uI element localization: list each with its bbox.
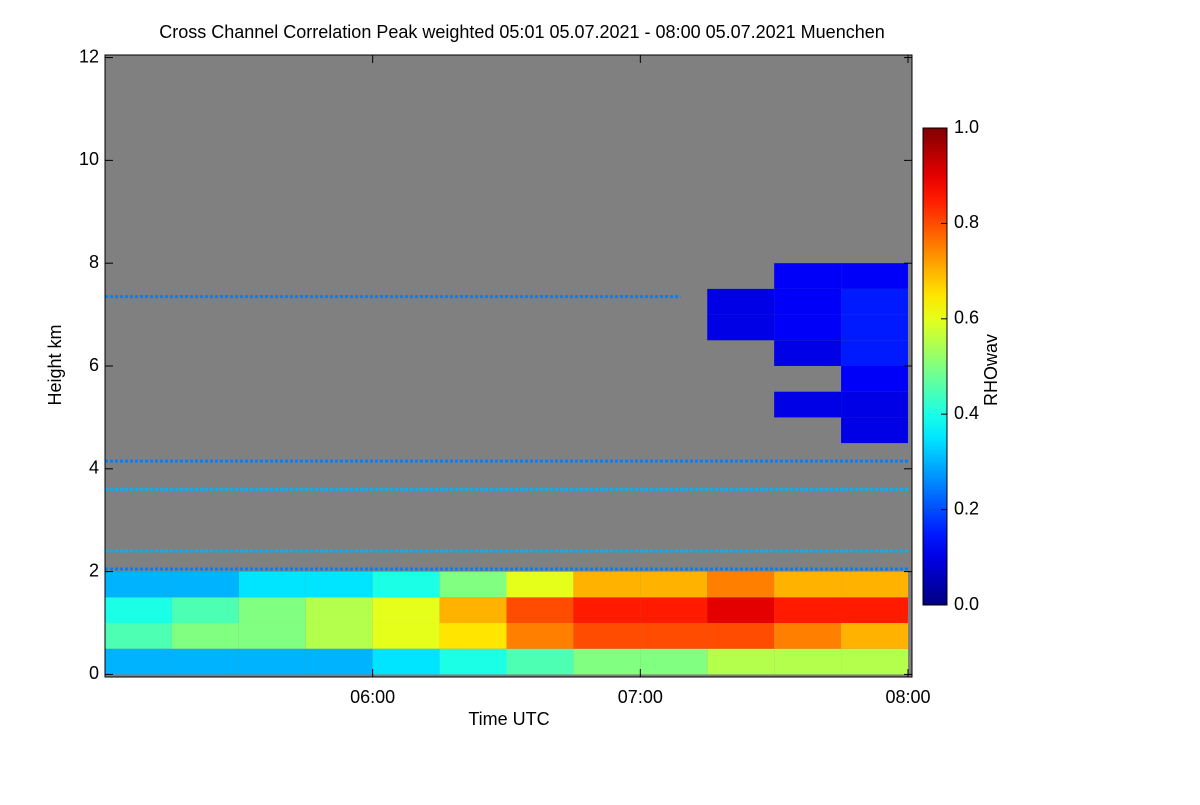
- heatmap-cell: [841, 288, 908, 315]
- heatmap-cell: [573, 623, 641, 649]
- colorbar-tick-label: 0.8: [954, 212, 979, 232]
- heatmap-cell: [841, 648, 908, 675]
- colorbar-tick-label: 0.4: [954, 403, 979, 423]
- heatmap-cell: [573, 597, 641, 624]
- heatmap-cell: [841, 263, 908, 289]
- colorbar-tick-label: 1.0: [954, 117, 979, 137]
- heatmap-cell: [841, 571, 908, 598]
- colorbar-label: RHOwav: [981, 334, 1001, 406]
- heatmap-cell: [573, 571, 641, 598]
- heatmap-cell: [171, 571, 239, 598]
- heatmap-cell: [506, 597, 574, 624]
- heatmap-cell: [774, 288, 842, 315]
- heatmap-cell: [774, 340, 842, 366]
- heatmap-cell: [439, 597, 507, 624]
- colorbar: [922, 127, 948, 606]
- y-tick-label: 4: [89, 458, 99, 478]
- heatmap-cell: [506, 623, 574, 649]
- colorbar-tick-label: 0.2: [954, 498, 979, 518]
- x-tick-label: 07:00: [618, 687, 663, 707]
- heatmap-cell: [707, 623, 775, 649]
- x-axis-label: Time UTC: [468, 709, 549, 729]
- heatmap-cell: [506, 571, 574, 598]
- heatmap-cell: [774, 263, 842, 289]
- heatmap-cell: [640, 571, 708, 598]
- heatmap-cell: [305, 597, 373, 624]
- heatmap-cell: [707, 648, 775, 675]
- heatmap-cell: [841, 623, 908, 649]
- heatmap-cell: [841, 314, 908, 341]
- heatmap-cell: [506, 648, 574, 675]
- heatmap-cell: [573, 648, 641, 675]
- heatmap-cell: [238, 571, 306, 598]
- heatmap-cell: [305, 623, 373, 649]
- heatmap-cell: [372, 597, 440, 624]
- heatmap-cell: [707, 314, 775, 341]
- x-tick-label: 06:00: [350, 687, 395, 707]
- heatmap-cell: [439, 571, 507, 598]
- y-tick-label: 2: [89, 560, 99, 580]
- colorbar-tick-label: 0.0: [954, 594, 979, 614]
- y-axis-label: Height km: [45, 324, 65, 405]
- heatmap-cell: [774, 314, 842, 341]
- heatmap-cell: [372, 648, 440, 675]
- heatmap-cell: [439, 623, 507, 649]
- heatmap-cell: [841, 417, 908, 444]
- heatmap-cell: [774, 571, 842, 598]
- heatmap-cell: [105, 571, 172, 598]
- heatmap-cell: [105, 648, 172, 675]
- y-tick-label: 12: [79, 46, 99, 66]
- heatmap-cell: [171, 597, 239, 624]
- heatmap-cell: [640, 623, 708, 649]
- heatmap-cell: [305, 648, 373, 675]
- heatmap-cell: [372, 623, 440, 649]
- colorbar-tick-label: 0.6: [954, 308, 979, 328]
- heatmap-cell: [171, 623, 239, 649]
- heatmap-cell: [707, 288, 775, 315]
- heatmap-cell: [841, 366, 908, 392]
- heatmap-cell: [439, 648, 507, 675]
- chart-title: Cross Channel Correlation Peak weighted …: [159, 22, 885, 42]
- heatmap-cell: [841, 340, 908, 366]
- heatmap-cell: [774, 391, 842, 418]
- heatmap-cell: [774, 597, 842, 624]
- heatmap-cell: [105, 597, 172, 624]
- y-tick-label: 8: [89, 252, 99, 272]
- heatmap-cell: [640, 648, 708, 675]
- heatmap-cell: [774, 648, 842, 675]
- heatmap-cell: [707, 597, 775, 624]
- heatmap-cell: [774, 623, 842, 649]
- heatmap-cell: [640, 597, 708, 624]
- y-tick-label: 0: [89, 663, 99, 683]
- x-tick-label: 08:00: [885, 687, 930, 707]
- heatmap-cell: [841, 597, 908, 624]
- heatmap-cell: [171, 648, 239, 675]
- y-tick-label: 10: [79, 149, 99, 169]
- heatmap-cell: [305, 571, 373, 598]
- heatmap-cell: [372, 571, 440, 598]
- heatmap-cell: [238, 623, 306, 649]
- y-tick-label: 6: [89, 355, 99, 375]
- heatmap-cell: [238, 648, 306, 675]
- heatmap-cell: [238, 597, 306, 624]
- heatmap-cell: [105, 623, 172, 649]
- heatmap-cell: [841, 391, 908, 418]
- heatmap-cell: [707, 571, 775, 598]
